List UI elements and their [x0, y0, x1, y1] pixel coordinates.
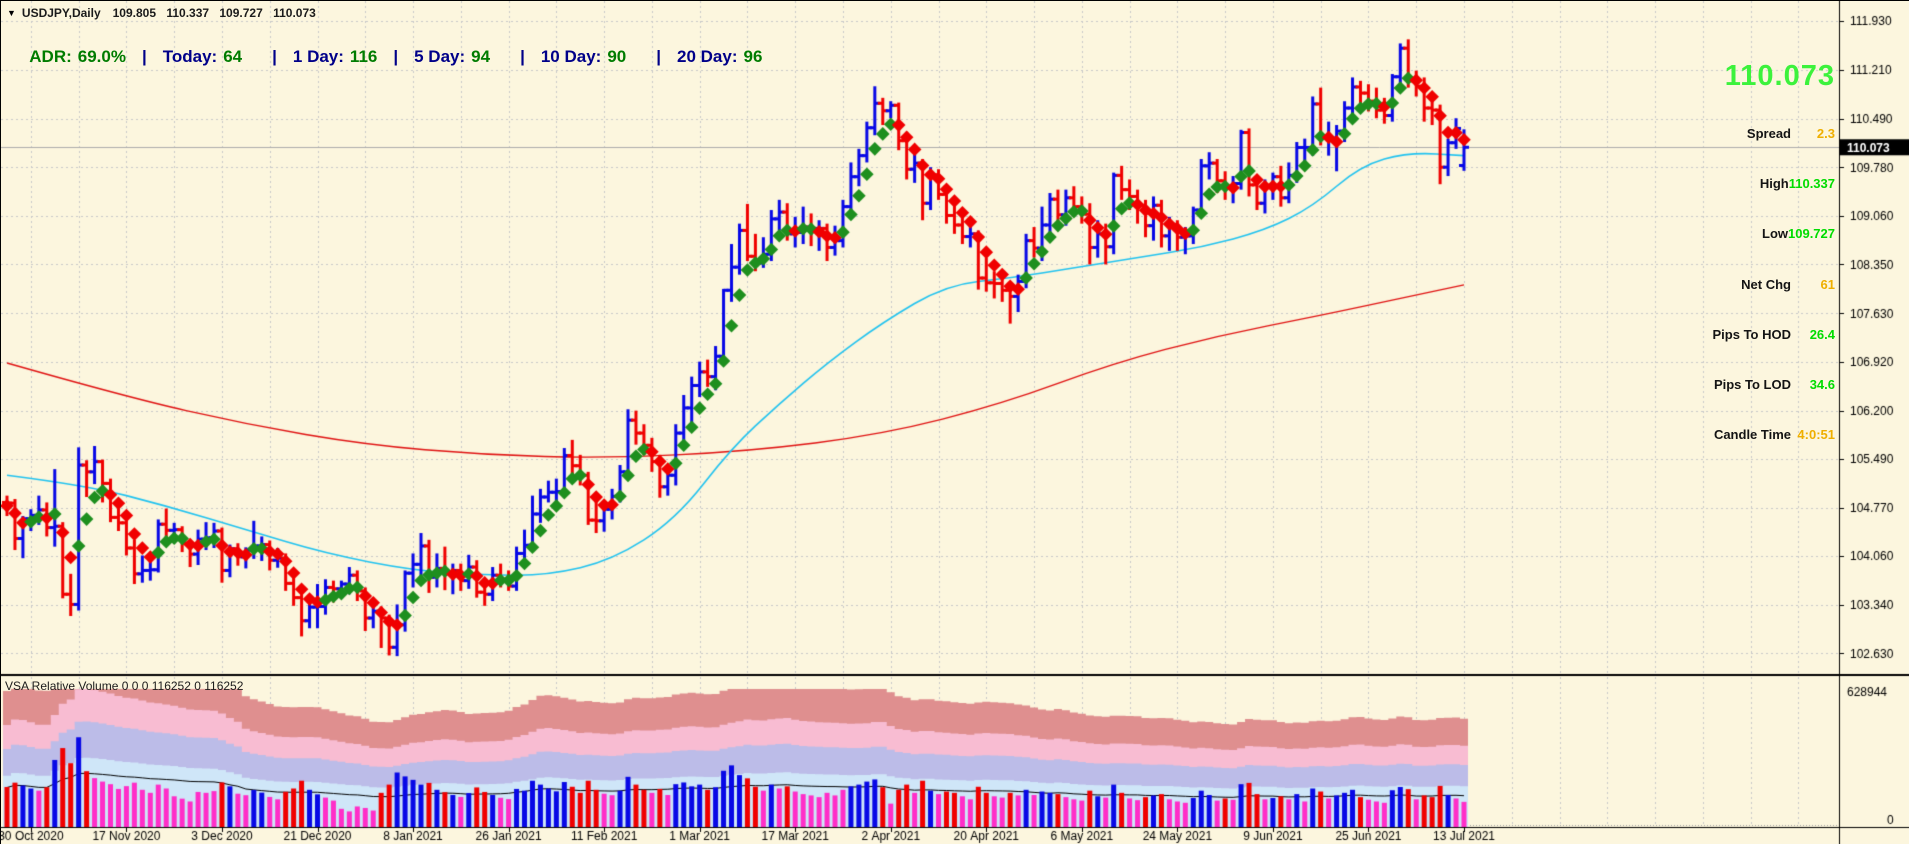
vsa-relative-volume-label: VSA Relative Volume 0 0 0 116252 0 11625…	[5, 679, 244, 693]
day10-label: 10 Day:	[540, 47, 602, 66]
separator: |	[656, 47, 662, 66]
chart-title-bar: ▼ USDJPY,Daily 109.805 110.337 109.727 1…	[7, 6, 316, 20]
adr-label: ADR:	[29, 47, 72, 66]
adr-value: 69.0%	[77, 47, 126, 66]
day20-value: 96	[743, 47, 763, 66]
symbol-timeframe-label: USDJPY,Daily	[21, 6, 101, 20]
day5-value: 94	[471, 47, 491, 66]
pips-to-lod-label: Pips To LOD	[1713, 377, 1791, 393]
spread-value: 2.3	[1816, 126, 1835, 141]
candle-time-label: Candle Time	[1713, 427, 1791, 443]
adr-indicator-line: ADR: 69.0% | Today: 64 | 1 Day: 116 | 5 Day: 94 | 10…	[11, 27, 762, 87]
spread-label: Spread	[1746, 126, 1791, 141]
pips-to-lod-value: 34.6	[1809, 377, 1835, 393]
separator: |	[393, 47, 399, 66]
net-chg-value: 61	[1820, 276, 1835, 292]
day1-label: 1 Day:	[292, 47, 344, 66]
ohlc-readout: 109.805 110.337 109.727 110.073	[112, 6, 316, 20]
high-label: High	[1759, 176, 1789, 192]
today-value: 64	[223, 47, 243, 66]
chart-dropdown-icon[interactable]: ▼	[7, 8, 16, 18]
low-value: 109.727	[1788, 226, 1835, 242]
day20-label: 20 Day:	[677, 47, 738, 66]
market-info-panel: 110.073 Spread 2.3 High 110.337 Low 109.727…	[1713, 25, 1835, 478]
candle-time-value: 4:0:51	[1797, 427, 1835, 443]
separator: |	[272, 47, 277, 66]
net-chg-label: Net Chg	[1741, 276, 1791, 292]
pips-to-hod-value: 26.4	[1809, 326, 1835, 342]
high-value: 110.337	[1788, 176, 1835, 192]
day10-value: 90	[607, 47, 627, 66]
separator: |	[141, 47, 147, 66]
separator: |	[520, 47, 525, 66]
low-label: Low	[1762, 226, 1788, 242]
day1-value: 116	[349, 47, 378, 66]
pips-to-hod-label: Pips To HOD	[1712, 326, 1791, 342]
current-price-readout: 110.073	[1724, 60, 1835, 92]
day5-label: 5 Day:	[414, 47, 466, 66]
today-label: Today:	[162, 47, 218, 66]
